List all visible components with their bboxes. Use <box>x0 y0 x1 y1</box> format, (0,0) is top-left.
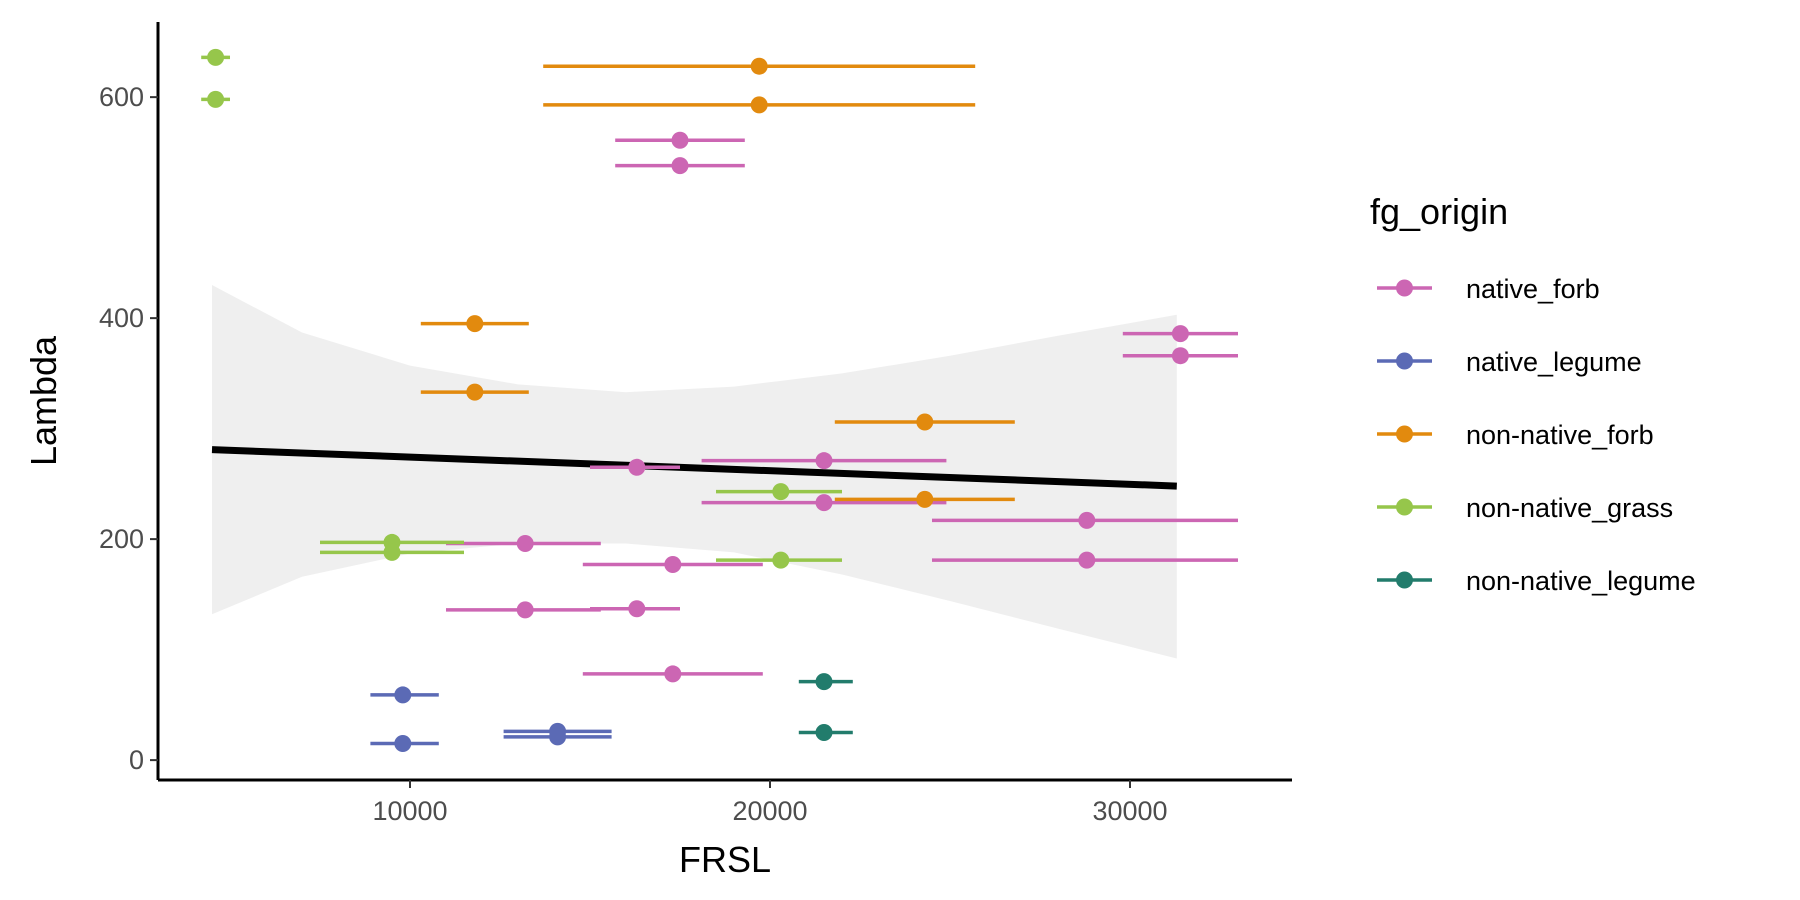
y-tick-label: 0 <box>129 745 144 775</box>
y-tick-label: 600 <box>99 82 144 112</box>
legend: fg_origin native_forb native_legume non-na… <box>1370 191 1696 596</box>
data-point <box>383 543 401 561</box>
y-tick-label: 200 <box>99 524 144 554</box>
data-point <box>1171 347 1189 365</box>
series-native_legume <box>370 686 612 753</box>
y-tick-label: 400 <box>99 303 144 333</box>
data-point <box>628 458 646 476</box>
legend-label: non-native_grass <box>1466 493 1673 523</box>
legend-item-non-native_forb: non-native_forb <box>1377 420 1654 450</box>
data-point <box>772 551 790 569</box>
data-point <box>628 600 646 618</box>
data-point <box>815 452 833 470</box>
series-non-native_legume <box>798 673 853 741</box>
data-point <box>815 673 833 691</box>
data-point <box>1078 511 1096 529</box>
data-point <box>394 735 412 753</box>
legend-key-point <box>1396 498 1413 516</box>
legend-label: native_legume <box>1466 347 1642 377</box>
legend-label: non-native_legume <box>1466 566 1696 596</box>
data-point <box>815 494 833 512</box>
x-tick-label: 20000 <box>732 796 807 826</box>
legend-title: fg_origin <box>1370 191 1508 232</box>
data-point <box>671 131 689 149</box>
series-non-native_grass <box>201 48 842 569</box>
data-point <box>207 48 225 66</box>
legend-item-native_legume: native_legume <box>1377 347 1642 377</box>
legend-label: non-native_forb <box>1466 420 1654 450</box>
data-point <box>916 413 934 431</box>
x-axis-ticks: 10000 20000 30000 <box>372 780 1168 826</box>
confidence-band <box>212 285 1177 659</box>
legend-key-point <box>1396 279 1413 297</box>
legend-entries: native_forb native_legume non-native_forbn… <box>1377 274 1696 596</box>
y-axis-ticks: 0 200 400 600 <box>99 82 158 775</box>
confidence-band-layer <box>212 285 1177 659</box>
data-point <box>815 723 833 741</box>
x-tick-label: 10000 <box>372 796 447 826</box>
data-points-layer <box>201 48 1238 753</box>
data-point <box>1171 325 1189 343</box>
x-tick-label: 30000 <box>1092 796 1167 826</box>
data-point <box>516 535 534 553</box>
series-non-native_forb <box>420 57 1015 508</box>
data-point <box>207 90 225 108</box>
x-axis-title: FRSL <box>679 839 771 880</box>
data-point <box>466 315 484 333</box>
series-native_forb <box>446 131 1238 683</box>
data-point <box>516 601 534 619</box>
data-point <box>664 665 682 683</box>
y-axis-title: Lambda <box>23 335 64 466</box>
legend-label: native_forb <box>1466 274 1600 304</box>
data-point <box>466 383 484 401</box>
data-point <box>1078 551 1096 569</box>
legend-item-non-native_legume: non-native_legume <box>1377 566 1696 596</box>
data-point <box>671 157 689 175</box>
legend-item-native_forb: native_forb <box>1377 274 1600 304</box>
data-point <box>750 96 768 114</box>
data-point <box>750 57 768 75</box>
axes: 10000 20000 30000 0 200 400 600 FRSL Lambda <box>23 22 1292 880</box>
data-point <box>664 556 682 574</box>
trend-line-layer <box>211 446 1177 490</box>
data-point <box>772 483 790 501</box>
legend-item-non-native_grass: non-native_grass <box>1377 493 1673 523</box>
trend-line <box>211 446 1177 490</box>
legend-key-point <box>1396 352 1413 370</box>
data-point <box>394 686 412 704</box>
data-point <box>549 728 567 746</box>
data-point <box>916 490 934 508</box>
legend-key-point <box>1396 571 1413 589</box>
plot-area <box>201 48 1238 753</box>
legend-key-point <box>1396 425 1413 443</box>
